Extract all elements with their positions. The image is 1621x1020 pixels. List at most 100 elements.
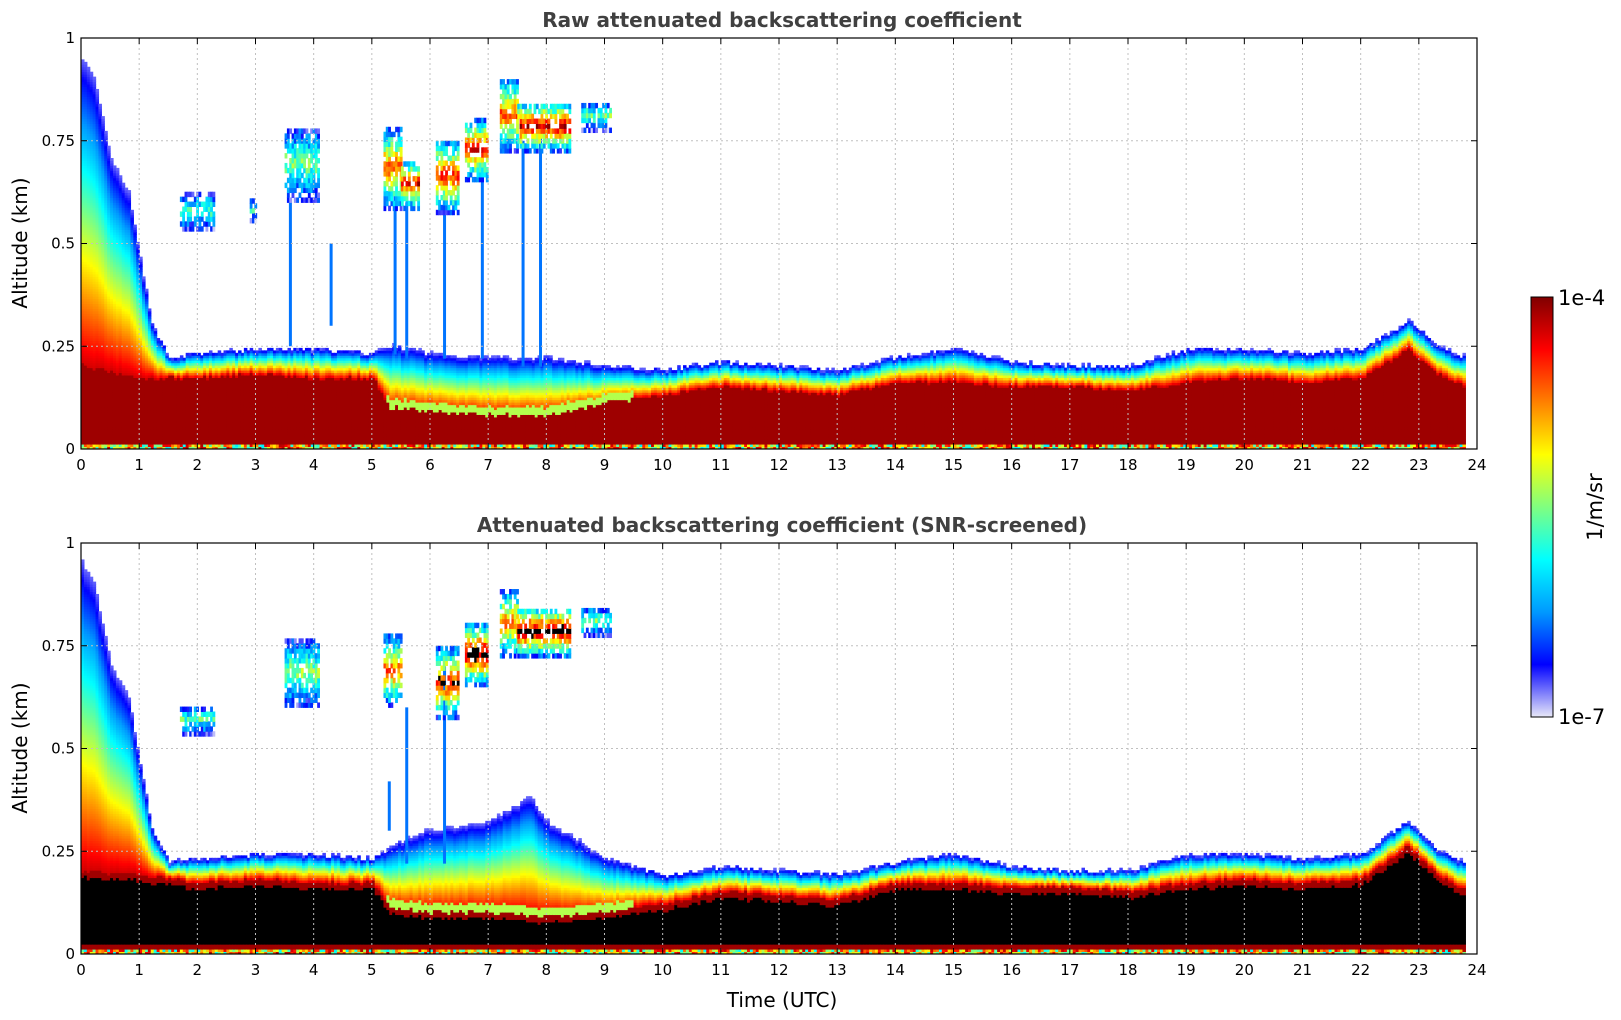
- layer-cell: [112, 276, 117, 280]
- layer-cell: [118, 251, 123, 255]
- layer-cell: [89, 145, 94, 149]
- layer-cell: [115, 231, 120, 235]
- layer-cell: [81, 143, 85, 147]
- layer-cell: [92, 340, 97, 344]
- layer-cell: [104, 195, 108, 198]
- layer-cell: [86, 91, 91, 95]
- layer-cell: [89, 133, 94, 137]
- layer-cell: [86, 350, 91, 354]
- layer-cell: [118, 308, 123, 312]
- layer-cell: [92, 79, 97, 83]
- layer-cell: [92, 249, 97, 253]
- layer-cell: [81, 214, 85, 218]
- layer-cell: [83, 434, 88, 438]
- layer-cell: [95, 125, 100, 129]
- layer-cell: [81, 402, 85, 406]
- layer-cell: [98, 424, 102, 428]
- layer-cell: [92, 239, 97, 243]
- layer-cell: [112, 379, 117, 383]
- layer-cell: [112, 190, 117, 194]
- layer-cell: [83, 172, 88, 176]
- layer-cell: [101, 207, 105, 211]
- layer-cell: [112, 212, 117, 216]
- layer-cell: [98, 409, 102, 413]
- layer-cell: [110, 416, 114, 420]
- layer-cell: [110, 384, 114, 388]
- layer-cell: [89, 182, 94, 186]
- layer-cell: [83, 244, 88, 248]
- layer-cell: [86, 93, 91, 97]
- layer-cell: [98, 125, 102, 129]
- layer-cell: [104, 382, 108, 386]
- layer-cell: [110, 296, 114, 300]
- layer-cell: [86, 340, 91, 344]
- layer-cell: [118, 276, 123, 280]
- layer-cell: [110, 212, 114, 216]
- layer-cell: [104, 313, 108, 317]
- layer-cell: [107, 251, 111, 255]
- layer-cell: [92, 224, 97, 228]
- layer-cell: [112, 328, 117, 332]
- layer-cell: [95, 170, 100, 174]
- layer-cell: [81, 236, 85, 240]
- layer-cell: [92, 419, 97, 423]
- layer-cell: [86, 434, 91, 438]
- layer-cell: [121, 439, 126, 443]
- layer-cell: [112, 291, 117, 295]
- layer-cell: [83, 167, 88, 171]
- layer-cell: [95, 251, 100, 255]
- layer-cell: [110, 414, 114, 418]
- layer-cell: [101, 155, 105, 159]
- layer-cell: [110, 338, 114, 341]
- layer-cell: [81, 328, 85, 332]
- layer-cell: [98, 389, 102, 393]
- layer-cell: [110, 236, 114, 240]
- layer-cell: [86, 116, 91, 120]
- layer-cell: [112, 185, 117, 189]
- layer-cell: [86, 108, 91, 112]
- layer-cell: [89, 377, 94, 381]
- layer-cell: [83, 416, 88, 420]
- layer-cell: [86, 130, 91, 134]
- layer-cell: [89, 199, 94, 203]
- layer-cell: [121, 394, 126, 398]
- layer-cell: [98, 175, 102, 179]
- layer-cell: [81, 204, 85, 208]
- layer-cell: [112, 249, 117, 253]
- layer-cell: [86, 185, 91, 189]
- layer-cell: [92, 165, 97, 169]
- layer-cell: [118, 357, 123, 361]
- layer-cell: [110, 231, 114, 235]
- layer-cell: [92, 362, 97, 366]
- layer-cell: [81, 407, 85, 411]
- layer-cell: [104, 224, 108, 228]
- layer-cell: [92, 254, 97, 258]
- layer-cell: [95, 229, 100, 233]
- layer-cell: [89, 244, 94, 248]
- layer-cell: [92, 315, 97, 319]
- layer-cell: [98, 229, 102, 233]
- layer-cell: [118, 318, 123, 322]
- layer-cell: [110, 367, 114, 371]
- layer-cell: [86, 217, 91, 221]
- layer-cell: [104, 318, 108, 322]
- layer-cell: [83, 214, 88, 218]
- layer-cell: [92, 387, 97, 391]
- layer-cell: [89, 365, 94, 369]
- layer-cell: [121, 308, 126, 312]
- layer-cell: [115, 370, 120, 374]
- layer-cell: [130, 209, 134, 213]
- layer-cell: [92, 177, 97, 181]
- layer-cell: [121, 278, 126, 282]
- layer-cell: [112, 310, 117, 314]
- layer-cell: [83, 308, 88, 312]
- layer-cell: [112, 271, 117, 275]
- layer-cell: [95, 224, 100, 228]
- layer-cell: [98, 357, 102, 361]
- layer-cell: [98, 167, 102, 171]
- layer-cell: [81, 412, 85, 415]
- layer-cell: [86, 318, 91, 322]
- layer-cell: [81, 86, 85, 90]
- layer-cell: [101, 202, 105, 206]
- layer-cell: [118, 313, 123, 317]
